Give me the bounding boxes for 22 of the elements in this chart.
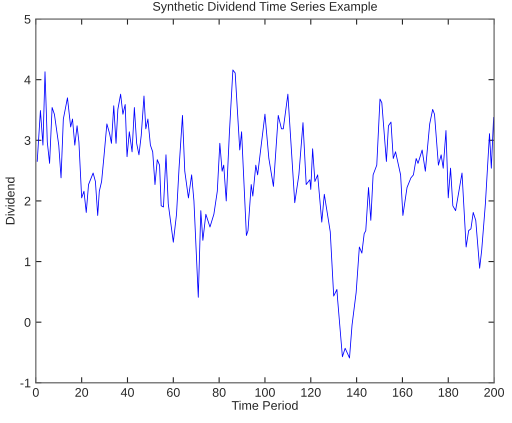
y-tick-label: 5 bbox=[24, 14, 30, 24]
chart-title: Synthetic Dividend Time Series Example bbox=[152, 2, 377, 14]
y-tick-label: 4 bbox=[24, 76, 31, 84]
y-axis-title: Dividend bbox=[5, 177, 15, 224]
x-tick-label: 40 bbox=[120, 388, 134, 397]
y-tick-label: 3 bbox=[24, 136, 30, 145]
x-tick-label: 120 bbox=[301, 388, 321, 397]
y-tick-label: -1 bbox=[20, 378, 30, 388]
line-series bbox=[36, 70, 494, 358]
x-tick-label: 60 bbox=[166, 388, 180, 397]
x-tick-label: 160 bbox=[392, 388, 412, 397]
y-tick-label: 0 bbox=[24, 318, 30, 327]
x-tick-label: 20 bbox=[75, 388, 88, 397]
x-tick-label: 100 bbox=[255, 388, 275, 397]
x-axis-title: Time Period bbox=[232, 400, 298, 410]
x-tick-label: 0 bbox=[32, 388, 39, 397]
x-tick-label: 180 bbox=[438, 388, 458, 397]
x-tick-label: 140 bbox=[347, 388, 367, 397]
x-tick-label: 200 bbox=[484, 388, 504, 397]
x-tick-label: 80 bbox=[212, 388, 226, 397]
y-tick-label: 1 bbox=[24, 257, 30, 266]
y-tick-label: 2 bbox=[24, 196, 30, 206]
